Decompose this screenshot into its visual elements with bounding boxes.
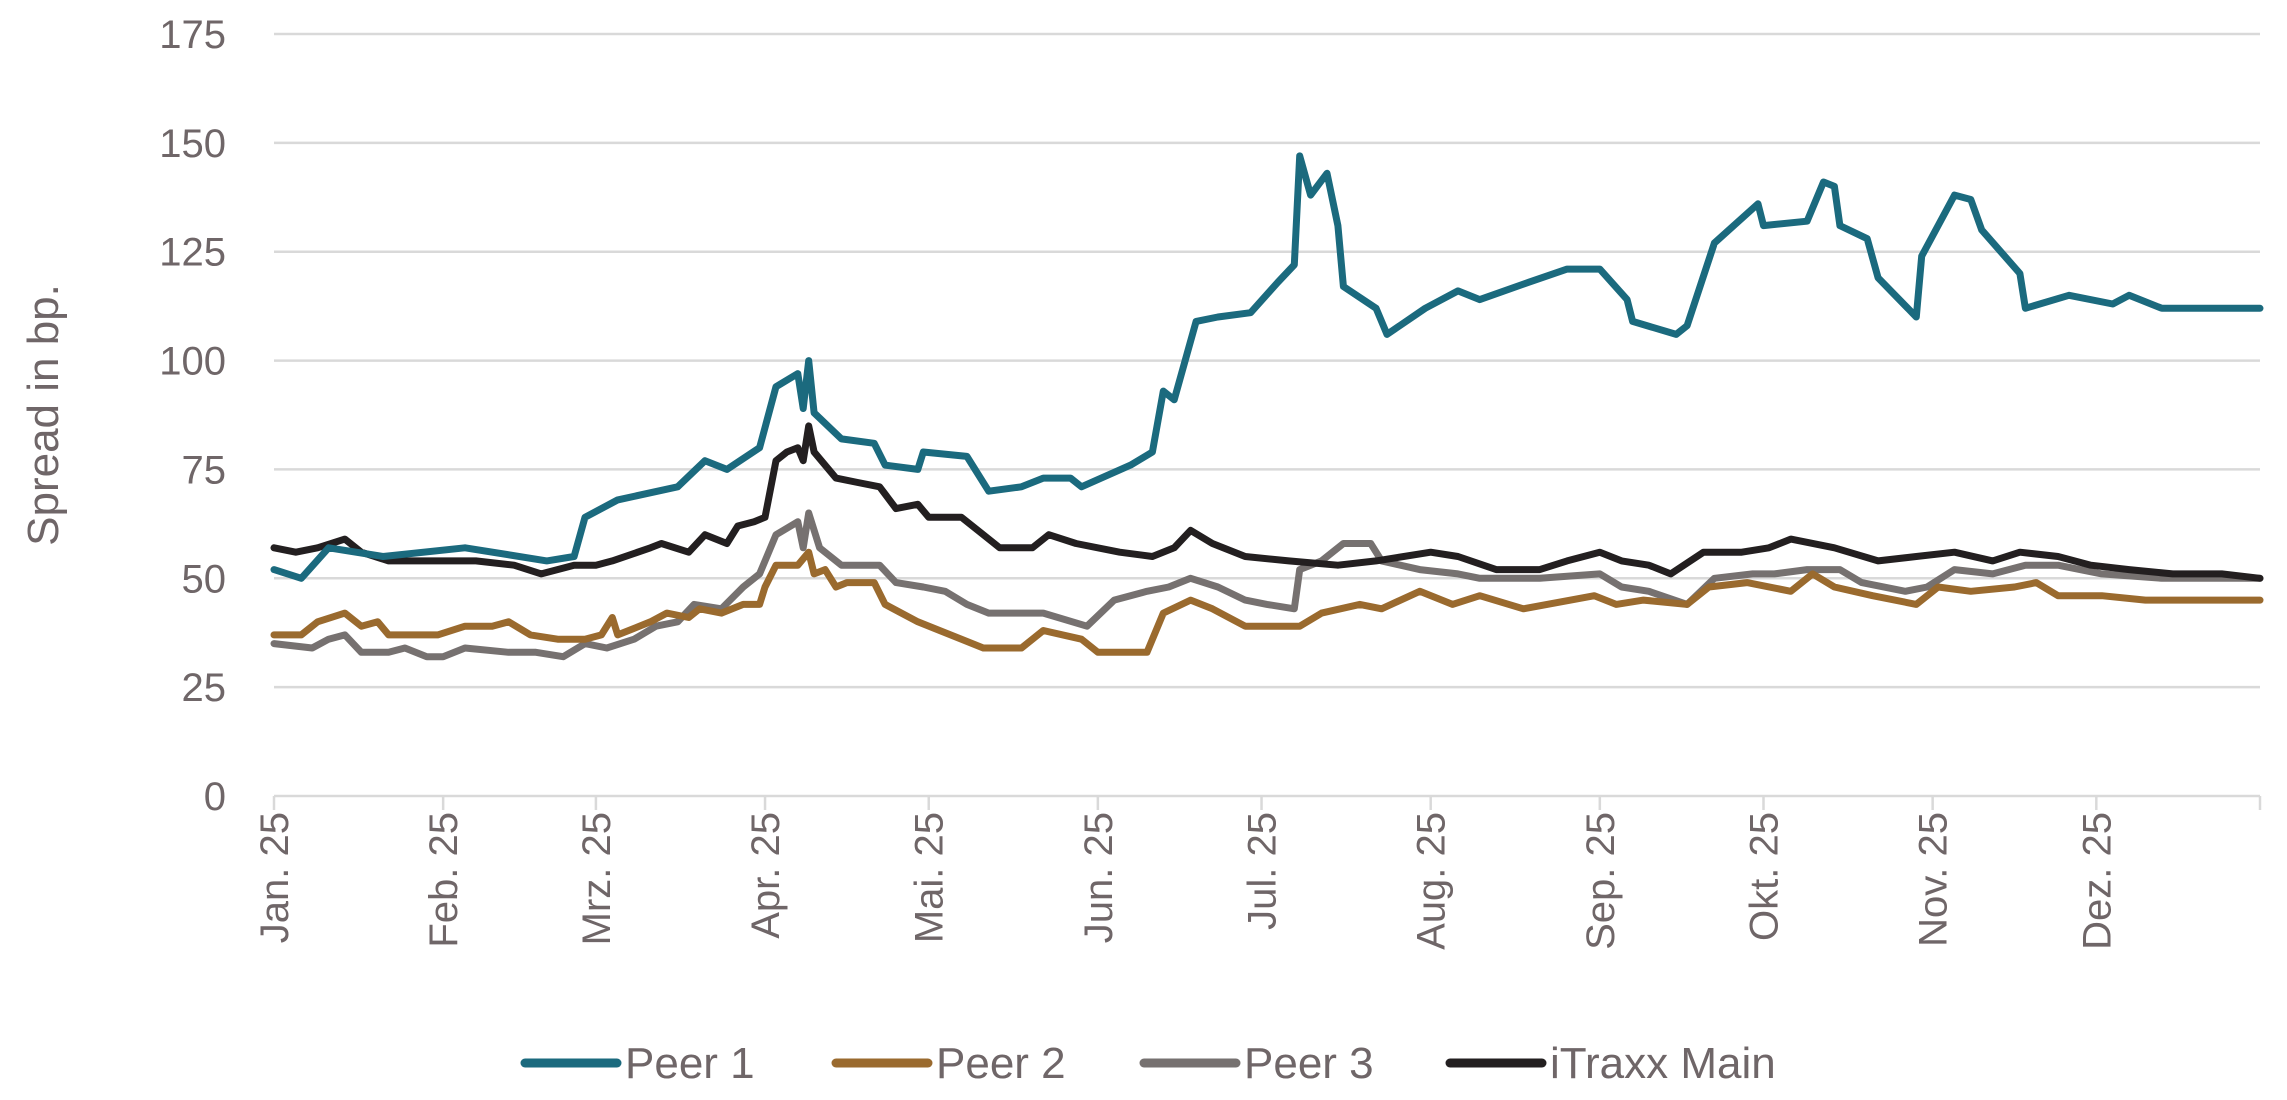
x-tick-label: Apr. 25 bbox=[744, 812, 788, 939]
legend-item-itraxx-main: iTraxx Main bbox=[1445, 1039, 1776, 1088]
y-axis-ticks: 0 25 50 75 100 125 150 175 bbox=[159, 13, 226, 819]
x-tick-label: Nov. 25 bbox=[1912, 812, 1956, 947]
series-line-itraxx-main bbox=[270, 422, 2264, 582]
y-tick-label: 50 bbox=[182, 557, 227, 601]
x-tick-label: Jun. 25 bbox=[1077, 812, 1121, 943]
x-tick-label: Jul. 25 bbox=[1241, 812, 1285, 930]
gridlines bbox=[272, 32, 2262, 810]
y-axis-title: Spread in bp. bbox=[19, 284, 68, 546]
legend-item-peer-1: Peer 1 bbox=[520, 1039, 755, 1088]
x-axis-ticks: Jan. 25 Feb. 25 Mrz. 25 Apr. 25 Mai. 25 Jun. … bbox=[253, 812, 2119, 950]
legend-label: Peer 3 bbox=[1244, 1039, 1374, 1088]
x-tick-label: Dez. 25 bbox=[2075, 812, 2119, 950]
x-tick-label: Mai. 25 bbox=[908, 812, 952, 943]
series-line-peer-1 bbox=[270, 152, 2264, 582]
y-tick-label: 75 bbox=[182, 448, 227, 492]
legend-label: Peer 2 bbox=[936, 1039, 1066, 1088]
x-tick-label: Mrz. 25 bbox=[575, 812, 619, 945]
y-tick-label: 125 bbox=[159, 231, 226, 275]
series-line-peer-3 bbox=[270, 509, 2264, 661]
x-tick-label: Jan. 25 bbox=[253, 812, 297, 943]
y-tick-label: 100 bbox=[159, 340, 226, 384]
legend-item-peer-3: Peer 3 bbox=[1139, 1039, 1374, 1088]
y-tick-label: 0 bbox=[204, 775, 226, 819]
y-tick-label: 175 bbox=[159, 13, 226, 57]
legend-label: iTraxx Main bbox=[1550, 1039, 1776, 1088]
legend-label: Peer 1 bbox=[625, 1039, 755, 1088]
y-tick-label: 25 bbox=[182, 666, 227, 710]
series-line-peer-2 bbox=[270, 548, 2264, 656]
x-tick-label: Feb. 25 bbox=[422, 812, 466, 948]
y-tick-label: 150 bbox=[159, 122, 226, 166]
series-lines bbox=[270, 152, 2264, 661]
x-tick-label: Aug. 25 bbox=[1410, 812, 1454, 950]
x-tick-label: Okt. 25 bbox=[1743, 812, 1787, 941]
legend: Peer 1 Peer 2 Peer 3 iTraxx Main bbox=[520, 1039, 1776, 1088]
legend-item-peer-2: Peer 2 bbox=[831, 1039, 1066, 1088]
x-tick-label: Sep. 25 bbox=[1579, 812, 1623, 950]
